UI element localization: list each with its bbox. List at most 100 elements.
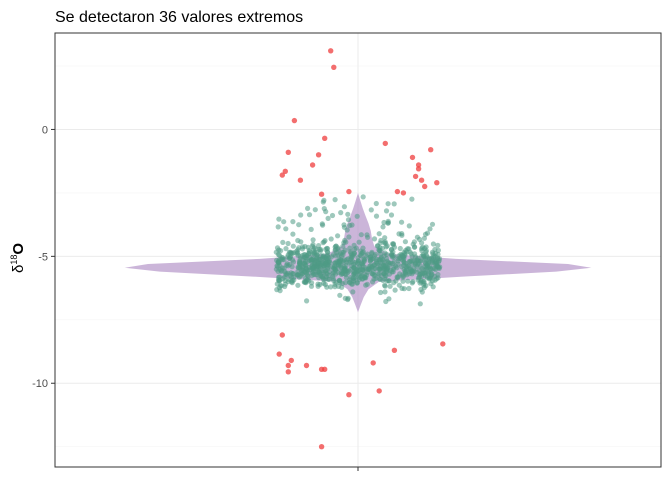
extreme-point [415,162,422,168]
normal-point [409,280,415,286]
extreme-point [285,149,291,155]
normal-point [290,271,296,277]
extreme-point [382,140,388,147]
normal-point [404,272,410,278]
normal-point [420,244,426,250]
normal-point [325,215,331,221]
normal-point [386,260,392,266]
normal-point [407,259,413,265]
normal-point [368,207,374,213]
normal-point [276,216,282,222]
normal-point [387,283,393,289]
normal-point [346,268,352,274]
normal-point [290,275,297,281]
normal-point [316,243,322,249]
normal-point [304,298,310,304]
normal-point [309,273,315,279]
normal-point [371,236,378,242]
normal-point [351,265,357,271]
normal-point [377,260,384,266]
normal-point [347,249,353,255]
normal-point [295,282,301,288]
normal-point [345,295,351,301]
normal-point [305,205,311,211]
violin-shape [124,192,592,313]
normal-point [356,239,362,245]
normal-point [281,265,287,271]
normal-point [388,252,395,258]
normal-point [375,271,381,277]
normal-point [376,276,382,282]
normal-point [277,288,283,294]
extreme-point [285,362,291,369]
normal-point [280,239,286,245]
normal-point [338,210,344,216]
normal-point [395,256,401,262]
extreme-point [346,392,352,398]
extreme-point [318,444,325,450]
normal-point [308,226,314,232]
normal-point [284,261,290,267]
extreme-point [418,177,425,183]
normal-point [405,278,411,284]
extreme-point [288,357,294,364]
normal-point [305,244,311,250]
normal-point [359,250,365,257]
y-label-element: O [10,243,27,255]
normal-point [298,212,304,218]
normal-point [419,240,425,246]
normal-point [346,234,352,240]
normal-point [281,219,287,225]
normal-point [285,240,291,247]
normal-point [429,271,435,277]
normal-point [336,260,342,266]
normal-point [345,211,351,217]
normal-point [383,273,389,279]
normal-point [312,207,318,213]
normal-point [351,246,358,252]
normal-point [354,280,360,286]
normal-point [295,269,301,275]
normal-point [417,271,423,278]
normal-point [319,268,325,274]
normal-point [321,280,327,286]
extreme-point [409,154,416,161]
normal-point [370,279,376,285]
normal-point [290,243,296,249]
extreme-point [331,64,337,71]
normal-point [373,213,380,219]
normal-point [378,289,384,296]
y-tick-label: 0 [42,124,48,136]
normal-point [395,275,401,281]
normal-point [358,232,364,238]
normal-point [390,266,396,273]
normal-point [382,235,388,241]
normal-point [391,280,397,286]
normal-point [348,259,354,265]
normal-point [433,276,440,282]
normal-point [321,206,327,212]
normal-point [409,196,415,202]
normal-point [414,234,420,240]
extreme-point [285,369,291,375]
chart-title: Se detectaron 36 valores extremos [55,9,303,26]
normal-point [306,278,312,284]
normal-point [323,246,329,252]
normal-point [309,256,315,263]
y-label-delta: δ [10,265,27,273]
normal-point [427,226,433,232]
extreme-point [318,191,325,197]
normal-point [366,255,372,261]
normal-point [331,278,337,284]
normal-point [318,246,324,253]
normal-point [371,255,377,261]
normal-point [416,268,422,274]
normal-point [418,263,424,269]
normal-point [296,222,302,228]
normal-point [332,197,338,203]
normal-point [306,212,313,218]
normal-point [325,276,331,282]
normal-point [341,204,347,210]
normal-point [376,231,382,237]
